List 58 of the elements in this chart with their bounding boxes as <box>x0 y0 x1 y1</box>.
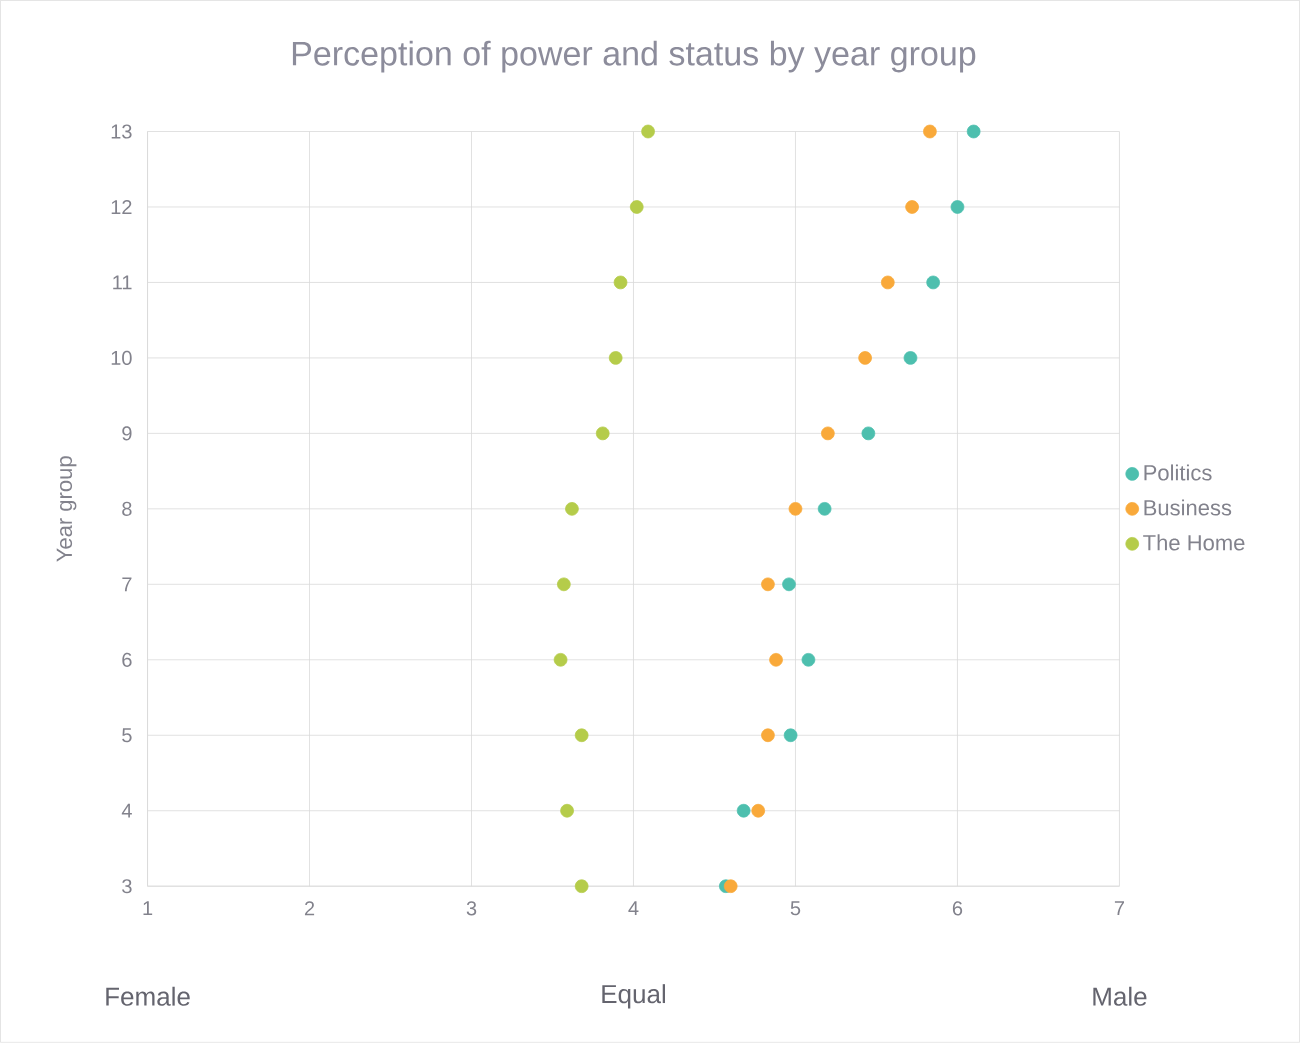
point <box>629 200 644 214</box>
x-tick-label: 3 <box>466 901 477 916</box>
point <box>560 804 574 818</box>
point <box>557 577 571 592</box>
point <box>821 426 835 441</box>
point <box>565 502 579 516</box>
point <box>641 124 655 139</box>
y-tick-label: 7 <box>122 577 132 592</box>
x-tick-label: 5 <box>790 901 801 916</box>
y-tick-label: 9 <box>122 426 132 441</box>
legend-label: Politics <box>1144 464 1212 481</box>
point <box>751 804 766 818</box>
x-tick-label: 1 <box>143 901 153 916</box>
point <box>966 124 981 139</box>
point <box>903 351 918 365</box>
point <box>926 275 940 290</box>
y-tick-label: 10 <box>111 350 132 366</box>
point <box>923 124 937 139</box>
point <box>858 351 872 365</box>
text: Male <box>1093 986 1147 1006</box>
x-tick-label: 2 <box>304 901 315 916</box>
point <box>783 728 798 743</box>
legend-label: Business <box>1144 499 1232 516</box>
y-tick-label: 4 <box>121 803 132 818</box>
point <box>736 804 751 818</box>
point <box>761 577 775 592</box>
x-tick-label: 6 <box>952 901 963 916</box>
point <box>574 728 589 743</box>
y-tick-label: 13 <box>111 124 132 139</box>
point <box>608 351 623 365</box>
text: Equal <box>602 984 666 1009</box>
point <box>613 275 628 290</box>
point <box>950 200 965 214</box>
point <box>861 426 876 441</box>
text: Female <box>106 986 190 1006</box>
point <box>881 275 895 290</box>
y-tick-label: 6 <box>122 652 132 667</box>
y-tick-label: 8 <box>122 501 132 517</box>
point <box>801 653 816 667</box>
y-tick-label: 3 <box>122 879 132 894</box>
y-axis-title: Year group <box>56 456 77 562</box>
point <box>817 502 832 516</box>
point <box>595 426 610 441</box>
y-tick-label: 11 <box>113 275 132 290</box>
point <box>905 200 919 214</box>
x-tick-label: 4 <box>628 901 639 916</box>
point <box>788 502 803 516</box>
point <box>723 879 738 894</box>
point <box>782 577 796 592</box>
chart-title: Perception of power and status by year group <box>292 40 976 73</box>
point <box>553 653 568 667</box>
point <box>761 728 775 743</box>
y-tick-label: 12 <box>111 200 132 215</box>
point <box>574 879 589 894</box>
legend-label: The Home <box>1143 534 1245 551</box>
x-tick-label: 7 <box>1114 901 1125 916</box>
point <box>769 653 783 667</box>
y-tick-label: 5 <box>122 728 132 743</box>
